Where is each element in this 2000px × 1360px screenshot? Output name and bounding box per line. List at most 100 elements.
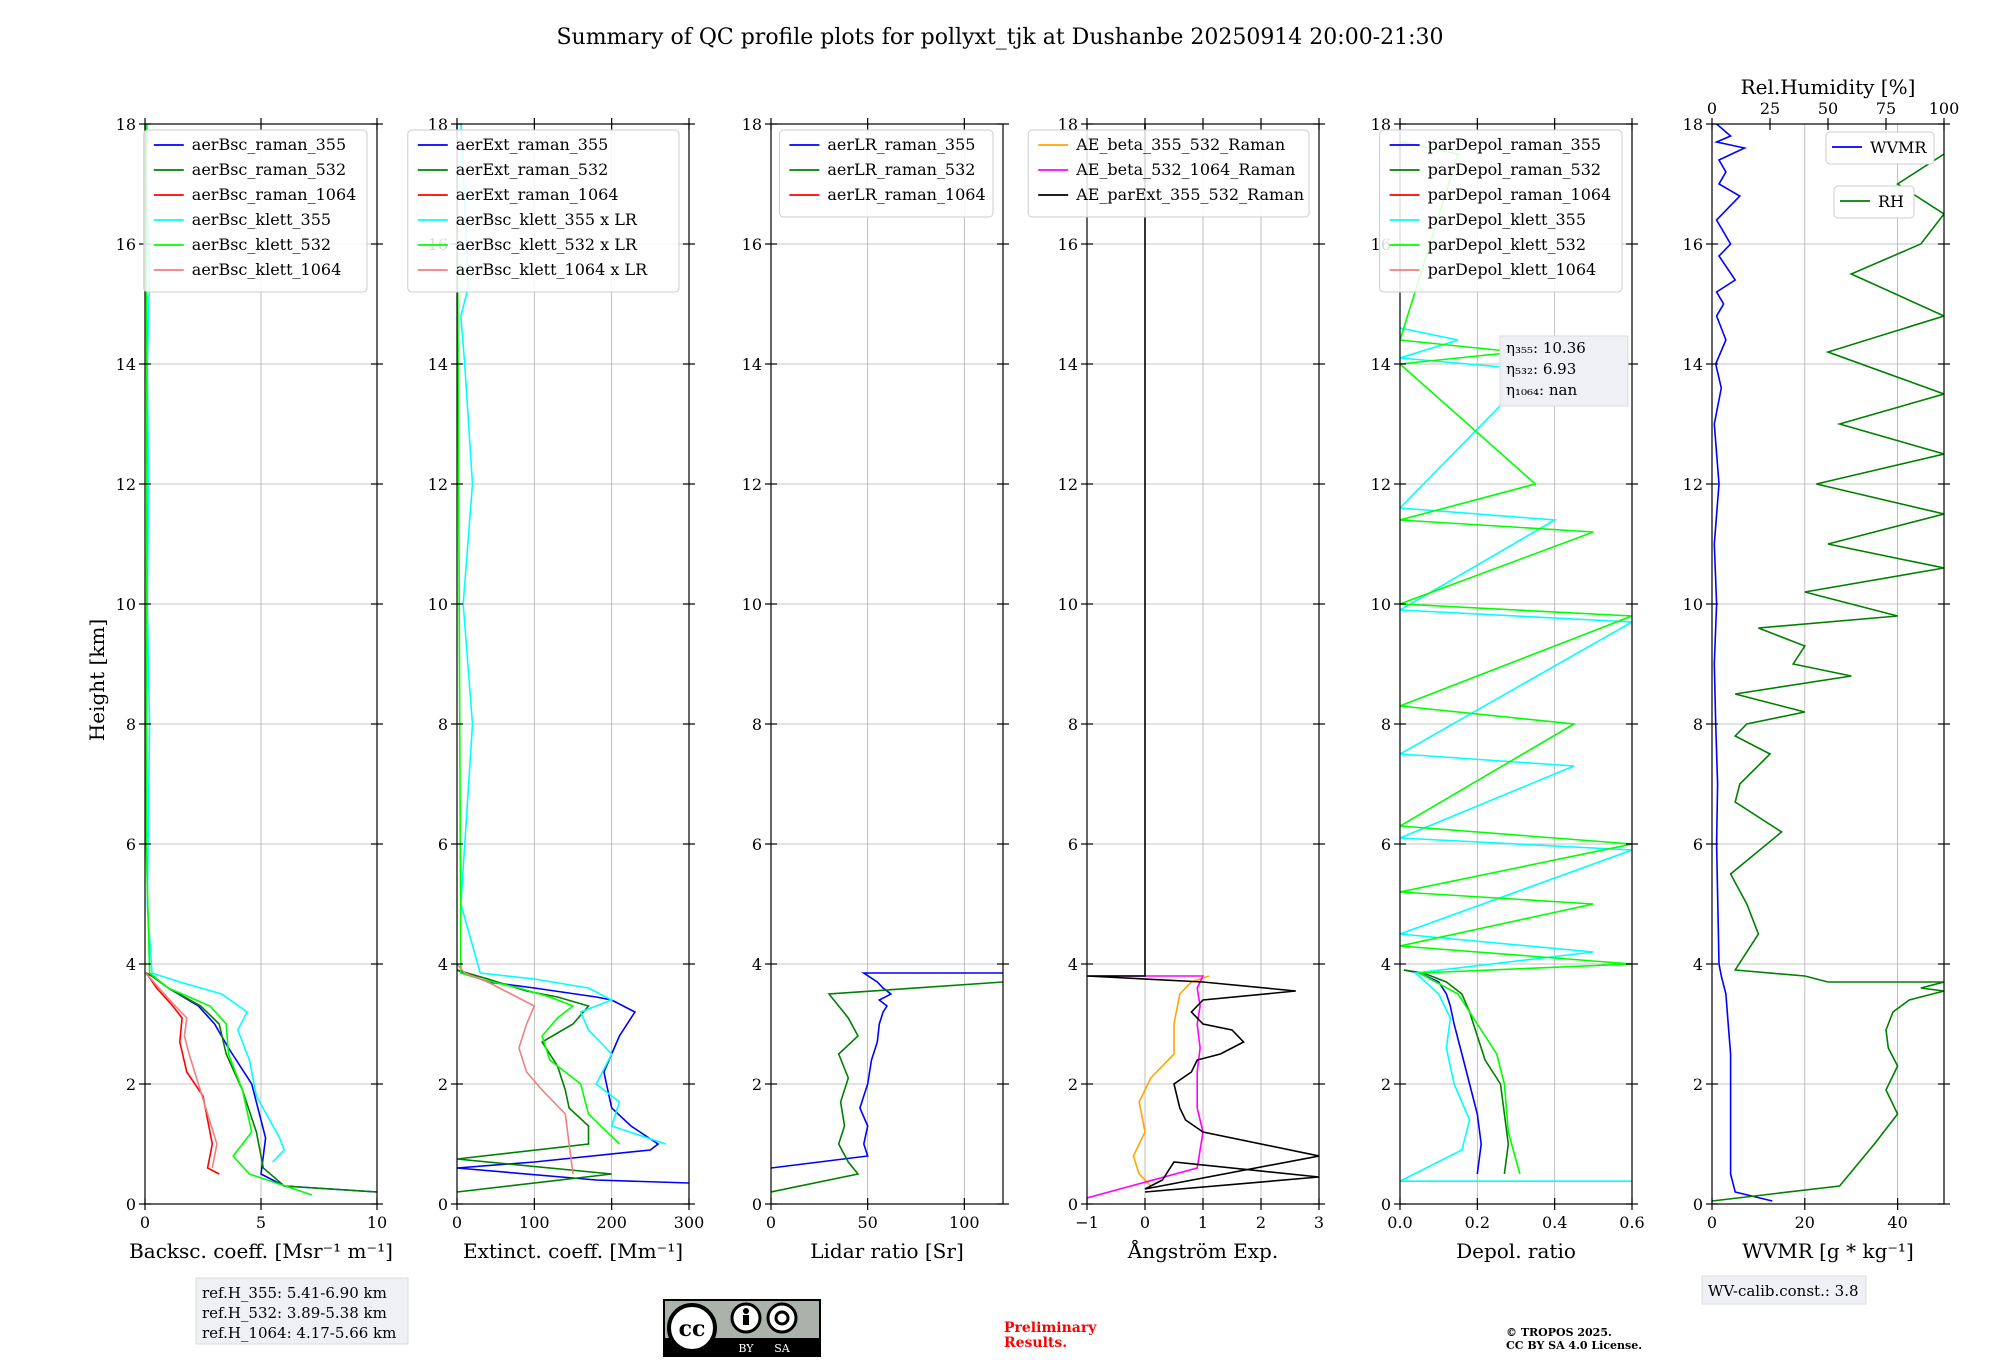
y-tick-label: 16: [1683, 235, 1703, 254]
legend-entry: AE_beta_355_532_Raman: [1075, 135, 1285, 154]
legend: aerLR_raman_355 aerLR_raman_532 aerLR_rama…: [778, 129, 994, 218]
legend-entry: aerBsc_klett_1064 x LR: [456, 260, 648, 279]
y-tick-label: 4: [1693, 955, 1703, 974]
legend-entry: AE_beta_532_1064_Raman: [1075, 160, 1295, 179]
y-tick-label: 18: [428, 115, 448, 134]
x-tick-label: 0.0: [1387, 1213, 1412, 1232]
ref-height-1064: ref.H_1064: 4.17-5.66 km: [202, 1324, 396, 1342]
legend-frame: [1027, 129, 1310, 218]
y-tick-label: 18: [116, 115, 136, 134]
x-tick-label: 0.4: [1542, 1213, 1567, 1232]
y-tick-label: 4: [126, 955, 136, 974]
legend: aerBsc_raman_355 aerBsc_raman_532 aerBsc_r…: [143, 129, 368, 293]
x-tick-label: 0: [1140, 1213, 1150, 1232]
copyright-line-2: CC BY SA 4.0 License.: [1506, 1339, 1642, 1352]
cc-by-label: BY: [738, 1342, 754, 1355]
legend-WVMR: WVMR: [1825, 131, 1935, 165]
series-line-aerBsc_klett_355: [145, 124, 286, 1163]
reference-height-box: ref.H_355: 5.41-6.90 km ref.H_532: 3.89-…: [195, 1277, 409, 1345]
y-tick-label: 12: [1371, 475, 1391, 494]
legend-frame: [1833, 185, 1915, 219]
y-tick-label: 14: [742, 355, 762, 374]
series-line-aerBsc_klett_1064: [145, 972, 218, 1169]
annotation-box: [1499, 335, 1629, 407]
y-tick-label: 0: [1068, 1195, 1078, 1214]
y-tick-label: 12: [742, 475, 762, 494]
x-tick-label: 3: [1314, 1213, 1324, 1232]
y-tick-label: 10: [1683, 595, 1703, 614]
x-tick-label: 0.6: [1619, 1213, 1644, 1232]
legend-frame: [1379, 129, 1623, 293]
x-tick-label: 300: [674, 1213, 705, 1232]
wv-calibration-text: WV-calib.const.: 3.8: [1708, 1282, 1859, 1300]
y-tick-label: 8: [1068, 715, 1078, 734]
y-tick-label: 14: [116, 355, 136, 374]
legend-entry: aerBsc_raman_355: [192, 135, 346, 154]
legend-entry: AE_parExt_355_532_Raman: [1075, 185, 1304, 204]
x-tick-label: 10: [367, 1213, 387, 1232]
series-line-aerBsc_klett_355 x LR: [460, 124, 667, 1145]
series-line-parDepol_raman_355: [1403, 969, 1483, 1175]
x-tick-label: 5: [256, 1213, 266, 1232]
y-tick-label: 14: [1058, 355, 1078, 374]
y-axis-label: Height [km]: [85, 619, 109, 741]
y-tick-label: 10: [428, 595, 448, 614]
legend-entry: parDepol_klett_532: [1428, 235, 1586, 254]
series-line-aerBsc_klett_1064 x LR: [457, 963, 574, 1175]
x-tick-label: 0: [452, 1213, 462, 1232]
axes-frame: [456, 123, 690, 1205]
legend: AE_beta_355_532_Raman AE_beta_532_1064_Ra…: [1027, 129, 1310, 218]
series-line-aerLR_raman_532: [771, 981, 1003, 1193]
wv-calibration-box: WV-calib.const.: 3.8: [1701, 1275, 1867, 1305]
series-line-parDepol_klett_532: [1400, 141, 1632, 1175]
legend-entry: parDepol_raman_1064: [1428, 185, 1612, 204]
legend-entry: aerBsc_raman_532: [192, 160, 346, 179]
x-axis-label: Lidar ratio [Sr]: [810, 1239, 964, 1263]
annotation-line: η₃₅₅: 10.36: [1506, 339, 1586, 357]
y-tick-label: 0: [1381, 1195, 1391, 1214]
legend: parDepol_raman_355 parDepol_raman_532 parD…: [1379, 129, 1623, 293]
y-tick-label: 6: [438, 835, 448, 854]
series-line-parDepol_raman_532: [1403, 969, 1510, 1175]
y-tick-label: 10: [1058, 595, 1078, 614]
copyright-line-1: © TROPOS 2025.: [1506, 1326, 1612, 1339]
x-tick-label: 0: [140, 1213, 150, 1232]
y-tick-label: 10: [742, 595, 762, 614]
legend-entry: aerBsc_klett_532: [192, 235, 331, 254]
legend: aerExt_raman_355 aerExt_raman_532 aerExt_r…: [407, 129, 680, 293]
legend-entry: parDepol_raman_532: [1428, 160, 1601, 179]
cc-logo-text: cc: [679, 1316, 706, 1342]
axes-frame: [1711, 123, 1945, 1205]
series-line-aerBsc_raman_532: [145, 972, 377, 1193]
legend-entry: aerExt_raman_355: [456, 135, 609, 154]
top-x-tick-label: 50: [1818, 99, 1838, 118]
x-tick-label: 20: [1795, 1213, 1815, 1232]
y-tick-label: 18: [1371, 115, 1391, 134]
legend-frame: [1825, 131, 1935, 165]
y-tick-label: 10: [116, 595, 136, 614]
y-tick-label: 0: [438, 1195, 448, 1214]
y-tick-label: 16: [742, 235, 762, 254]
y-tick-label: 18: [1058, 115, 1078, 134]
y-tick-label: 8: [126, 715, 136, 734]
cc-by-sa-logo: cc BY SA: [663, 1299, 821, 1357]
y-tick-label: 14: [1371, 355, 1391, 374]
x-tick-label: 100: [519, 1213, 550, 1232]
y-tick-label: 2: [1068, 1075, 1078, 1094]
panel-2: 0246810121416180100200300Extinct. coeff.…: [407, 115, 705, 1263]
legend-frame: [143, 129, 368, 293]
top-x-tick-label: 0: [1707, 99, 1717, 118]
y-tick-label: 4: [1068, 955, 1078, 974]
x-tick-label: 100: [949, 1213, 980, 1232]
y-tick-label: 6: [752, 835, 762, 854]
legend-entry: aerBsc_klett_355 x LR: [456, 210, 638, 229]
y-tick-label: 2: [1381, 1075, 1391, 1094]
x-tick-label: 0: [1707, 1213, 1717, 1232]
y-tick-label: 10: [1371, 595, 1391, 614]
x-tick-label: −1: [1075, 1213, 1099, 1232]
share-alike-icon: [766, 1302, 798, 1334]
series-line-parDepol_klett_355: [1400, 327, 1632, 1182]
